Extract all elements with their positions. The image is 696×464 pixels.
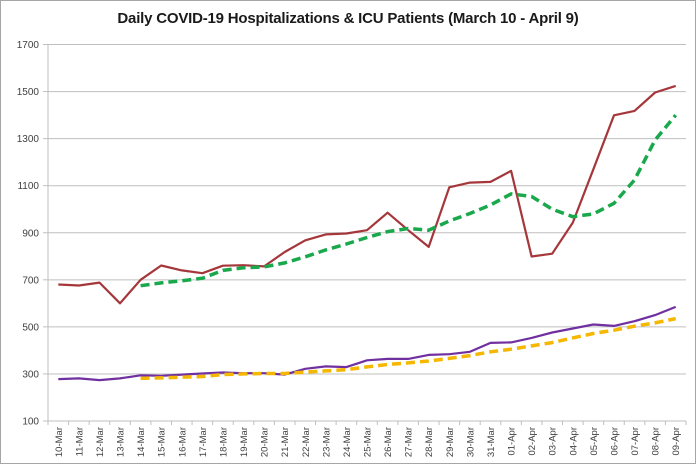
x-tick-label: 07-Apr <box>630 427 641 456</box>
x-tick-label: 28-Mar <box>424 427 435 457</box>
y-tick-label: 1100 <box>17 181 39 192</box>
x-tick-label: 03-Apr <box>548 427 559 456</box>
series-line-icu-patients <box>58 305 677 382</box>
y-tick-label: 300 <box>22 369 39 380</box>
x-tick-label: 09-Apr <box>671 427 682 456</box>
y-tick-label: 1700 <box>17 40 40 51</box>
x-axis-tick-labels: 10-Mar 11-Mar 12-Mar 13-Mar 14-Mar 15-Mar 16-M… <box>54 427 682 457</box>
axes <box>47 44 687 425</box>
x-tick-label: 11-Mar <box>74 427 85 456</box>
x-tick-label: 12-Mar <box>95 427 106 457</box>
x-tick-label: 20-Mar <box>260 427 271 457</box>
x-tick-label: 27-Mar <box>404 427 415 457</box>
series-lines <box>58 84 678 382</box>
y-tick-label: 900 <box>22 228 39 239</box>
x-tick-label: 01-Apr <box>507 427 518 456</box>
gridlines <box>43 44 686 422</box>
x-tick-label: 14-Mar <box>136 427 147 457</box>
x-tick-label: 31-Mar <box>486 427 497 457</box>
series-line-hospitalizations-moving-average <box>140 113 678 288</box>
y-tick-label: 700 <box>22 275 39 286</box>
y-tick-label: 1300 <box>17 134 40 145</box>
x-tick-label: 26-Mar <box>383 427 394 457</box>
x-tick-label: 02-Apr <box>527 427 538 456</box>
x-tick-label: 21-Mar <box>280 427 291 457</box>
x-tick-label: 22-Mar <box>301 427 312 457</box>
x-tick-label: 19-Mar <box>239 427 250 457</box>
series-line-hospitalizations <box>58 84 677 305</box>
x-tick-label: 05-Apr <box>589 427 600 456</box>
x-tick-label: 06-Apr <box>609 427 620 456</box>
x-tick-label: 13-Mar <box>116 427 127 457</box>
x-tick-label: 25-Mar <box>363 427 374 457</box>
y-tick-label: 100 <box>22 417 39 428</box>
x-tick-label: 08-Apr <box>651 427 662 456</box>
x-tick-label: 24-Mar <box>342 427 353 457</box>
x-tick-label: 30-Mar <box>465 427 476 457</box>
chart-title: Daily COVID-19 Hospitalizations & ICU Pa… <box>117 10 579 27</box>
x-tick-label: 29-Mar <box>445 427 456 457</box>
y-axis-tick-labels: 100 300 500 700 900 1100 1300 1500 1700 <box>17 40 40 428</box>
x-tick-label: 15-Mar <box>157 427 168 457</box>
y-tick-label: 500 <box>22 322 39 333</box>
series-line-icu-patients-moving-average <box>140 316 677 381</box>
x-tick-label: 04-Apr <box>568 427 579 456</box>
y-tick-label: 1500 <box>17 87 40 98</box>
x-tick-label: 17-Mar <box>198 427 209 457</box>
x-tick-label: 16-Mar <box>177 427 188 457</box>
x-tick-label: 23-Mar <box>321 427 332 457</box>
x-tick-label: 10-Mar <box>54 427 65 457</box>
x-tick-label: 18-Mar <box>218 427 229 457</box>
